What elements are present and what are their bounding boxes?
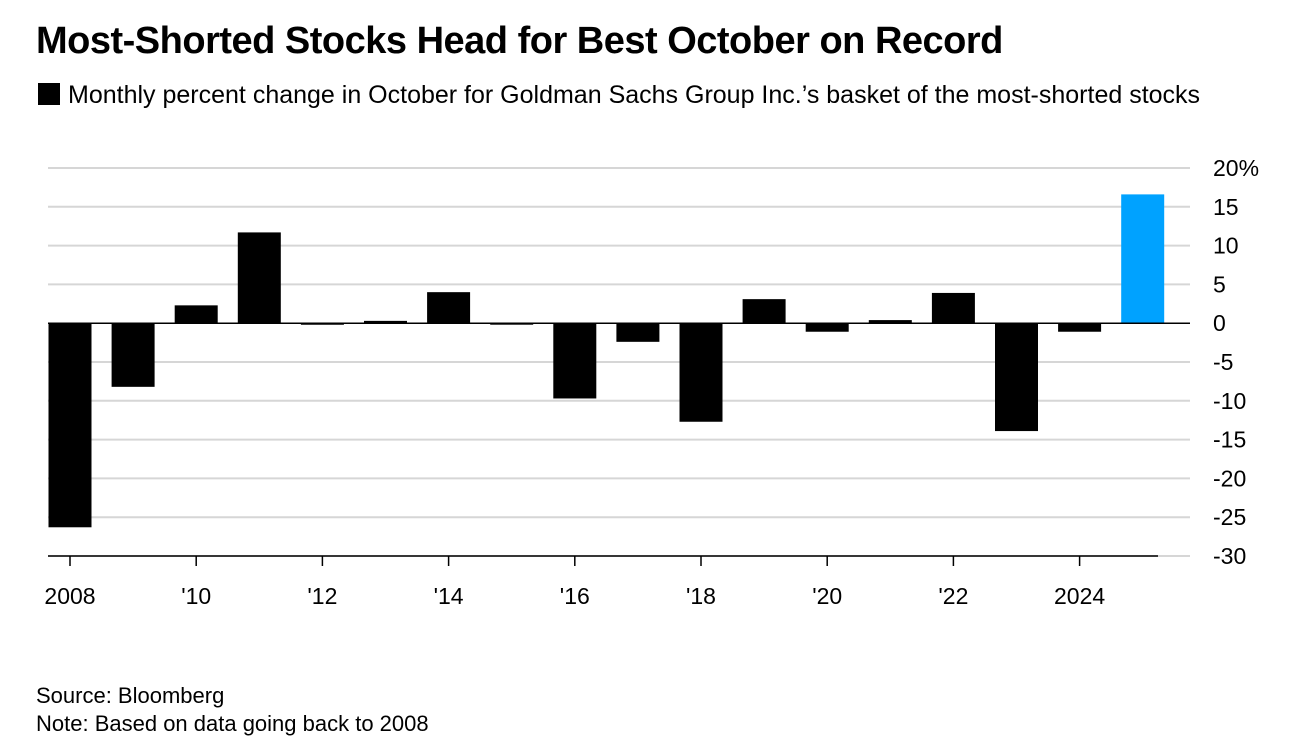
bar-2023 [995, 323, 1038, 432]
x-tick-label: '10 [181, 583, 211, 609]
bar-2011 [237, 232, 281, 324]
x-tick-label: '20 [812, 583, 842, 609]
y-tick-label: 0 [1213, 310, 1226, 336]
x-axis-labels: 2008 '10 '12 '14 '16 '18 '20 '22 2024 [44, 583, 1105, 609]
y-axis-labels: 20% 15 10 5 0 -5 -10 -15 -20 -25 -30 [1213, 155, 1259, 569]
y-tick-label: 5 [1213, 271, 1226, 297]
x-tick-label: '12 [307, 583, 337, 609]
bar-2025 [1121, 194, 1165, 324]
legend-swatch [38, 83, 60, 105]
bar-2017 [616, 323, 660, 342]
bar-2009 [111, 323, 155, 387]
footnote: Note: Based on data going back to 2008 [36, 711, 429, 736]
chart-title: Most-Shorted Stocks Head for Best Octobe… [36, 20, 1003, 62]
y-tick-label: -5 [1213, 349, 1233, 375]
bar-2012 [300, 323, 344, 325]
bars [48, 194, 1165, 528]
y-tick-label: -10 [1213, 388, 1246, 414]
bar-2020 [805, 323, 849, 332]
axes [48, 322, 1190, 566]
x-tick-label: '18 [686, 583, 716, 609]
x-tick-label: '22 [938, 583, 968, 609]
bar-chart: 20% 15 10 5 0 -5 -10 -15 -20 -25 -30 2008 '10 '12 '14… [44, 155, 1259, 609]
legend-label: Monthly percent change in October for Go… [68, 81, 1201, 109]
bar-2016 [553, 323, 597, 399]
x-tick-label: '14 [434, 583, 464, 609]
y-tick-label: -15 [1213, 427, 1246, 453]
y-tick-label: -30 [1213, 543, 1246, 569]
bar-2008 [48, 323, 92, 528]
y-tick-label: 20% [1213, 155, 1259, 181]
bar-2019 [742, 299, 786, 324]
bar-2018 [679, 323, 723, 422]
bar-2022 [931, 292, 975, 324]
y-tick-label: 15 [1213, 194, 1239, 220]
x-tick-label: 2008 [44, 583, 95, 609]
y-tick-label: -25 [1213, 504, 1246, 530]
x-tick-label: 2024 [1054, 583, 1105, 609]
source-note: Source: Bloomberg [36, 683, 225, 708]
legend: Monthly percent change in October for Go… [38, 80, 1238, 111]
bar-2014 [427, 292, 471, 324]
x-tick-label: '16 [560, 583, 590, 609]
bar-2013 [364, 320, 407, 324]
y-tick-label: 10 [1213, 233, 1239, 259]
bar-2024 [1058, 323, 1102, 332]
bar-2021 [868, 320, 912, 324]
y-tick-label: -20 [1213, 465, 1246, 491]
bar-2010 [174, 305, 218, 324]
